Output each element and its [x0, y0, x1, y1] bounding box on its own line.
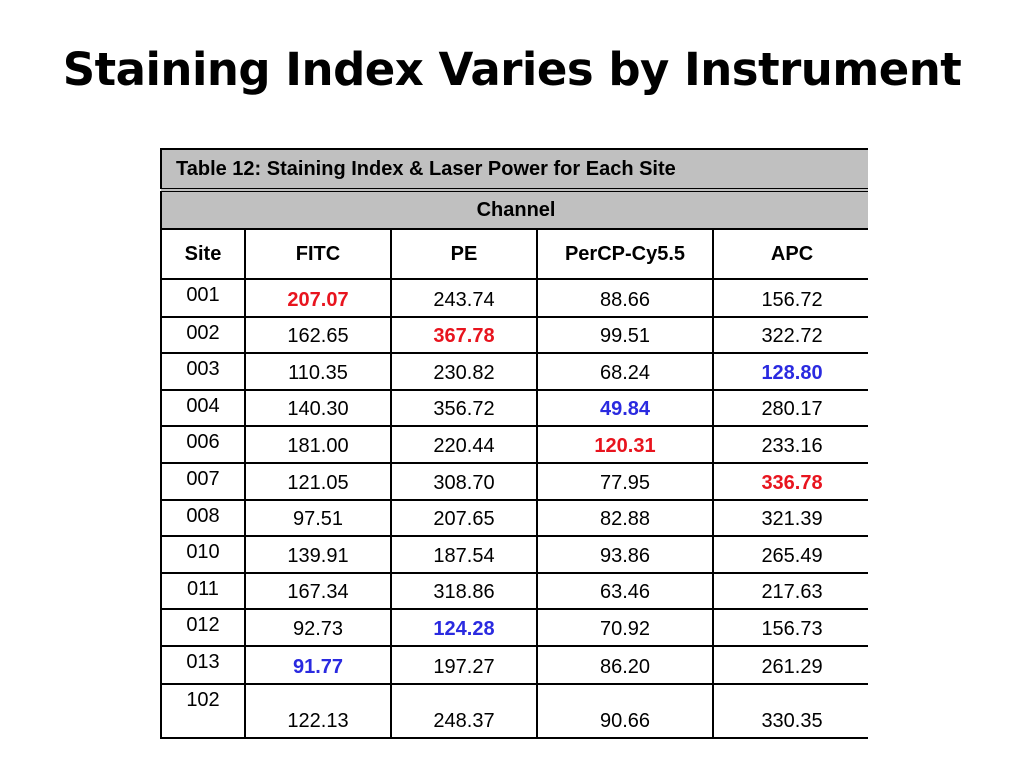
- column-header-pe: PE: [390, 228, 538, 280]
- site-cell: 010: [160, 535, 246, 574]
- value-cell-pe: 197.27: [390, 645, 538, 685]
- value-cell-pe: 248.37: [390, 683, 538, 739]
- column-header-row: Site FITC PE PerCP-Cy5.5 APC: [160, 228, 868, 280]
- table-row: 013 91.77 197.27 86.20 261.29: [160, 645, 868, 685]
- value-cell-apc: 322.72: [711, 316, 868, 354]
- value-cell-apc: 280.17: [711, 389, 868, 427]
- value-cell-percp-cy5-5: 120.31: [536, 425, 714, 464]
- table-row: 010 139.91 187.54 93.86 265.49: [160, 535, 868, 574]
- value-cell-fitc: 92.73: [244, 608, 392, 647]
- value-cell-percp-cy5-5: 90.66: [536, 683, 714, 739]
- slide-title: Staining Index Varies by Instrument: [62, 43, 962, 96]
- value-cell-pe: 220.44: [390, 425, 538, 464]
- staining-index-table: Table 12: Staining Index & Laser Power f…: [160, 148, 868, 739]
- value-cell-apc: 321.39: [711, 499, 868, 537]
- value-cell-fitc: 97.51: [244, 499, 392, 537]
- value-cell-apc: 156.73: [711, 608, 868, 647]
- value-cell-percp-cy5-5: 77.95: [536, 462, 714, 501]
- site-cell: 007: [160, 462, 246, 501]
- value-cell-pe: 356.72: [390, 389, 538, 427]
- table-row: 002 162.65 367.78 99.51 322.72: [160, 316, 868, 354]
- value-cell-pe: 308.70: [390, 462, 538, 501]
- value-cell-pe: 318.86: [390, 572, 538, 610]
- site-cell: 003: [160, 352, 246, 391]
- value-cell-pe: 124.28: [390, 608, 538, 647]
- value-cell-percp-cy5-5: 68.24: [536, 352, 714, 391]
- column-header-percp-cy5-5: PerCP-Cy5.5: [536, 228, 714, 280]
- table-row: 001 207.07 243.74 88.66 156.72: [160, 278, 868, 318]
- site-cell: 006: [160, 425, 246, 464]
- column-header-apc: APC: [711, 228, 868, 280]
- value-cell-percp-cy5-5: 70.92: [536, 608, 714, 647]
- value-cell-pe: 187.54: [390, 535, 538, 574]
- value-cell-apc: 265.49: [711, 535, 868, 574]
- column-header-fitc: FITC: [244, 228, 392, 280]
- value-cell-fitc: 91.77: [244, 645, 392, 685]
- value-cell-apc: 233.16: [711, 425, 868, 464]
- value-cell-pe: 243.74: [390, 278, 538, 318]
- table-caption: Table 12: Staining Index & Laser Power f…: [160, 148, 868, 192]
- value-cell-fitc: 207.07: [244, 278, 392, 318]
- channel-header: Channel: [160, 189, 868, 230]
- table-row: 008 97.51 207.65 82.88 321.39: [160, 499, 868, 537]
- value-cell-fitc: 139.91: [244, 535, 392, 574]
- value-cell-fitc: 110.35: [244, 352, 392, 391]
- value-cell-apc: 261.29: [711, 645, 868, 685]
- table-row: 012 92.73 124.28 70.92 156.73: [160, 608, 868, 647]
- table-row: 004 140.30 356.72 49.84 280.17: [160, 389, 868, 427]
- site-cell: 001: [160, 278, 246, 318]
- value-cell-fitc: 140.30: [244, 389, 392, 427]
- table-row: 011 167.34 318.86 63.46 217.63: [160, 572, 868, 610]
- value-cell-fitc: 121.05: [244, 462, 392, 501]
- value-cell-apc: 128.80: [711, 352, 868, 391]
- site-cell: 012: [160, 608, 246, 647]
- value-cell-apc: 156.72: [711, 278, 868, 318]
- value-cell-apc: 330.35: [711, 683, 868, 739]
- column-header-site: Site: [160, 228, 246, 280]
- channel-header-row: Channel: [160, 189, 868, 230]
- table-caption-row: Table 12: Staining Index & Laser Power f…: [160, 148, 868, 192]
- table-row: 003 110.35 230.82 68.24 128.80: [160, 352, 868, 391]
- table-row: 006 181.00 220.44 120.31 233.16: [160, 425, 868, 464]
- value-cell-pe: 230.82: [390, 352, 538, 391]
- site-cell: 102: [160, 683, 246, 739]
- value-cell-percp-cy5-5: 49.84: [536, 389, 714, 427]
- site-cell: 004: [160, 389, 246, 427]
- value-cell-fitc: 122.13: [244, 683, 392, 739]
- value-cell-percp-cy5-5: 63.46: [536, 572, 714, 610]
- site-cell: 013: [160, 645, 246, 685]
- value-cell-pe: 367.78: [390, 316, 538, 354]
- staining-index-table-wrap: Table 12: Staining Index & Laser Power f…: [160, 148, 868, 748]
- site-cell: 011: [160, 572, 246, 610]
- value-cell-fitc: 181.00: [244, 425, 392, 464]
- table-row: 102 122.13 248.37 90.66 330.35: [160, 683, 868, 739]
- value-cell-percp-cy5-5: 82.88: [536, 499, 714, 537]
- value-cell-fitc: 167.34: [244, 572, 392, 610]
- value-cell-fitc: 162.65: [244, 316, 392, 354]
- value-cell-percp-cy5-5: 99.51: [536, 316, 714, 354]
- value-cell-apc: 217.63: [711, 572, 868, 610]
- value-cell-percp-cy5-5: 93.86: [536, 535, 714, 574]
- site-cell: 002: [160, 316, 246, 354]
- value-cell-apc: 336.78: [711, 462, 868, 501]
- value-cell-pe: 207.65: [390, 499, 538, 537]
- value-cell-percp-cy5-5: 86.20: [536, 645, 714, 685]
- value-cell-percp-cy5-5: 88.66: [536, 278, 714, 318]
- table-row: 007 121.05 308.70 77.95 336.78: [160, 462, 868, 501]
- site-cell: 008: [160, 499, 246, 537]
